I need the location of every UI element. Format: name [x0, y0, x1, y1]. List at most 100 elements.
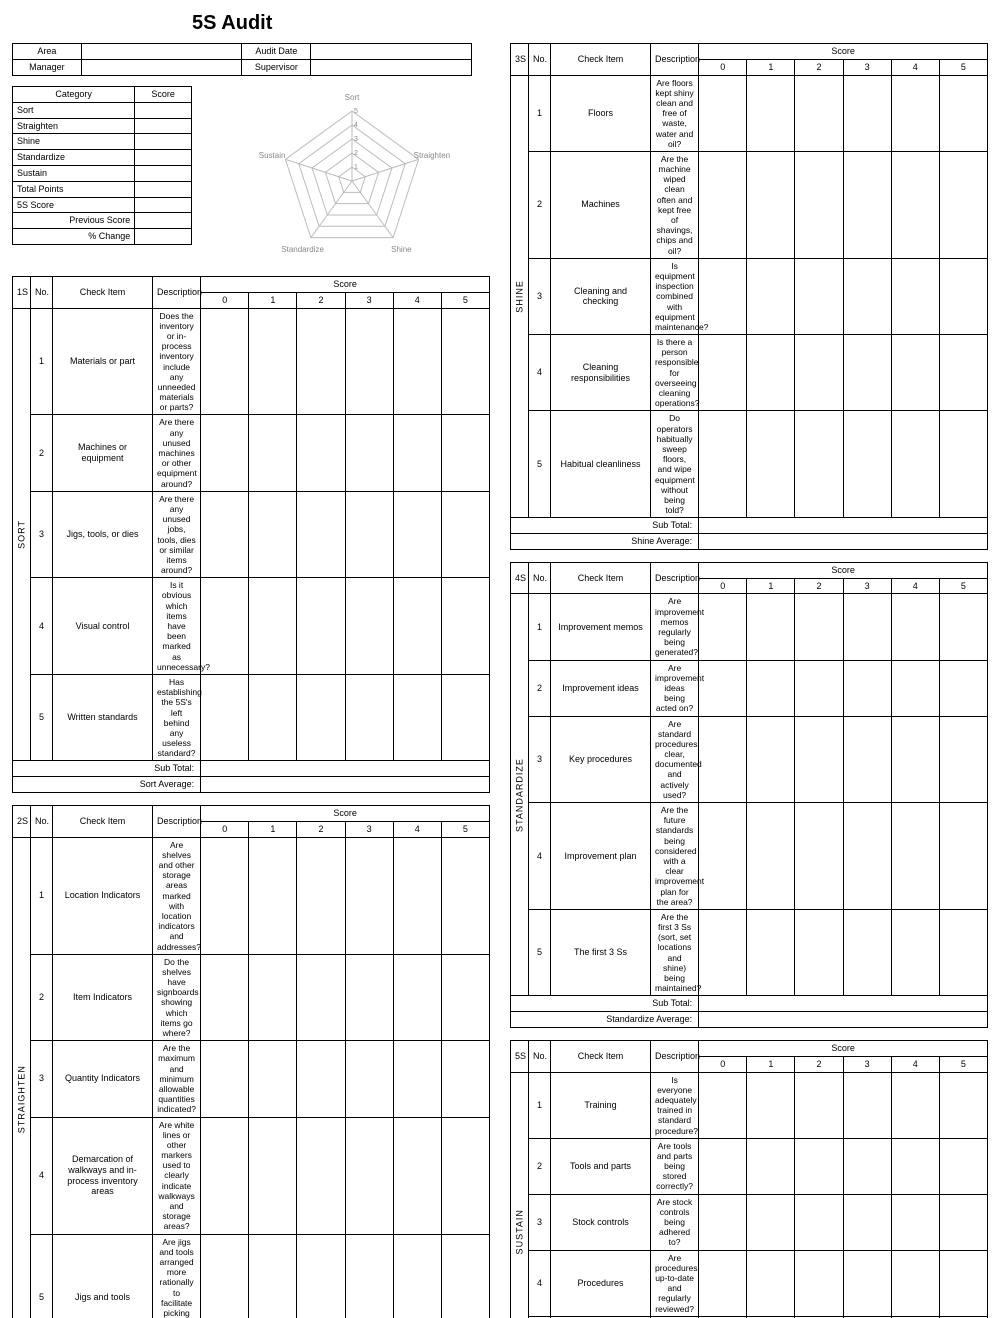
score-cell[interactable]	[201, 954, 249, 1041]
score-cell[interactable]	[393, 954, 441, 1041]
score-cell[interactable]	[795, 716, 843, 803]
score-cell[interactable]	[441, 491, 489, 578]
summary-score[interactable]	[135, 181, 192, 197]
score-cell[interactable]	[747, 258, 795, 334]
summary-score[interactable]	[135, 118, 192, 134]
audit-date-value[interactable]	[311, 44, 472, 60]
score-cell[interactable]	[843, 716, 891, 803]
score-cell[interactable]	[201, 308, 249, 415]
score-cell[interactable]	[699, 803, 747, 910]
score-cell[interactable]	[795, 594, 843, 660]
score-cell[interactable]	[843, 151, 891, 258]
score-cell[interactable]	[393, 674, 441, 761]
score-cell[interactable]	[843, 411, 891, 518]
summary-score[interactable]	[135, 150, 192, 166]
score-cell[interactable]	[795, 660, 843, 716]
score-cell[interactable]	[795, 1072, 843, 1138]
subtotal-value[interactable]	[201, 761, 490, 777]
score-cell[interactable]	[795, 1138, 843, 1194]
score-cell[interactable]	[939, 594, 987, 660]
score-cell[interactable]	[345, 954, 393, 1041]
score-cell[interactable]	[891, 258, 939, 334]
score-cell[interactable]	[699, 660, 747, 716]
score-cell[interactable]	[795, 1194, 843, 1250]
score-cell[interactable]	[441, 1041, 489, 1117]
score-cell[interactable]	[441, 1117, 489, 1234]
score-cell[interactable]	[345, 674, 393, 761]
score-cell[interactable]	[891, 909, 939, 996]
score-cell[interactable]	[441, 837, 489, 954]
score-cell[interactable]	[441, 954, 489, 1041]
area-value[interactable]	[81, 44, 242, 60]
score-cell[interactable]	[441, 674, 489, 761]
score-cell[interactable]	[699, 75, 747, 151]
score-cell[interactable]	[699, 411, 747, 518]
score-cell[interactable]	[393, 415, 441, 491]
score-cell[interactable]	[795, 75, 843, 151]
score-cell[interactable]	[747, 716, 795, 803]
score-cell[interactable]	[201, 1117, 249, 1234]
summary-score[interactable]	[135, 134, 192, 150]
score-cell[interactable]	[393, 837, 441, 954]
subtotal-value[interactable]	[699, 518, 988, 534]
score-cell[interactable]	[249, 1234, 297, 1318]
score-cell[interactable]	[795, 411, 843, 518]
score-cell[interactable]	[699, 594, 747, 660]
score-cell[interactable]	[297, 308, 345, 415]
score-cell[interactable]	[699, 1138, 747, 1194]
score-cell[interactable]	[201, 674, 249, 761]
score-cell[interactable]	[939, 75, 987, 151]
score-cell[interactable]	[939, 1072, 987, 1138]
score-cell[interactable]	[747, 151, 795, 258]
score-cell[interactable]	[249, 954, 297, 1041]
score-cell[interactable]	[747, 1250, 795, 1316]
average-value[interactable]	[699, 1012, 988, 1028]
score-cell[interactable]	[891, 803, 939, 910]
score-cell[interactable]	[843, 335, 891, 411]
score-cell[interactable]	[939, 660, 987, 716]
score-cell[interactable]	[747, 1316, 795, 1318]
score-cell[interactable]	[441, 415, 489, 491]
score-cell[interactable]	[939, 1194, 987, 1250]
score-cell[interactable]	[795, 1316, 843, 1318]
score-cell[interactable]	[345, 578, 393, 675]
score-cell[interactable]	[393, 1041, 441, 1117]
score-cell[interactable]	[297, 954, 345, 1041]
summary-pct-change-value[interactable]	[135, 229, 192, 245]
score-cell[interactable]	[345, 1117, 393, 1234]
score-cell[interactable]	[249, 491, 297, 578]
score-cell[interactable]	[939, 909, 987, 996]
score-cell[interactable]	[441, 578, 489, 675]
score-cell[interactable]	[345, 308, 393, 415]
score-cell[interactable]	[747, 660, 795, 716]
score-cell[interactable]	[891, 1316, 939, 1318]
score-cell[interactable]	[249, 308, 297, 415]
score-cell[interactable]	[345, 491, 393, 578]
average-value[interactable]	[201, 777, 490, 793]
score-cell[interactable]	[843, 258, 891, 334]
score-cell[interactable]	[843, 803, 891, 910]
score-cell[interactable]	[891, 411, 939, 518]
score-cell[interactable]	[297, 1117, 345, 1234]
summary-score[interactable]	[135, 165, 192, 181]
score-cell[interactable]	[939, 716, 987, 803]
score-cell[interactable]	[201, 578, 249, 675]
average-value[interactable]	[699, 534, 988, 550]
score-cell[interactable]	[699, 1072, 747, 1138]
score-cell[interactable]	[891, 1194, 939, 1250]
score-cell[interactable]	[939, 151, 987, 258]
score-cell[interactable]	[795, 1250, 843, 1316]
score-cell[interactable]	[249, 415, 297, 491]
score-cell[interactable]	[699, 151, 747, 258]
summary-score[interactable]	[135, 102, 192, 118]
score-cell[interactable]	[393, 1117, 441, 1234]
score-cell[interactable]	[795, 335, 843, 411]
score-cell[interactable]	[249, 1041, 297, 1117]
score-cell[interactable]	[699, 335, 747, 411]
score-cell[interactable]	[297, 415, 345, 491]
score-cell[interactable]	[201, 415, 249, 491]
score-cell[interactable]	[843, 1250, 891, 1316]
score-cell[interactable]	[747, 909, 795, 996]
score-cell[interactable]	[699, 1250, 747, 1316]
score-cell[interactable]	[297, 578, 345, 675]
